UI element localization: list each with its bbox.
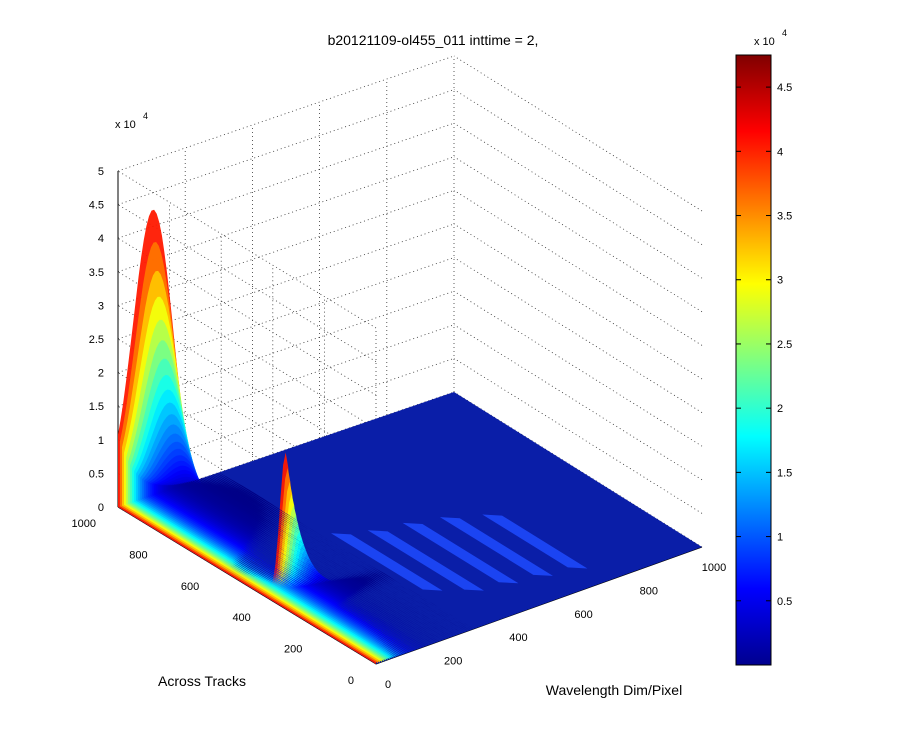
surface	[118, 209, 702, 664]
surface-slice	[188, 481, 445, 640]
surface-ridge-band	[367, 530, 484, 591]
colorbar-tick-label: 4.5	[777, 82, 792, 94]
surface-slice	[218, 472, 474, 629]
grid-line	[453, 257, 703, 413]
surface-slice	[200, 477, 457, 636]
z-tick-label: 2.5	[89, 334, 104, 346]
surface-slice	[206, 476, 463, 634]
x-tick-label: 0	[385, 679, 391, 691]
colorbar	[735, 54, 772, 666]
colorbar-tick-label: 4	[777, 146, 783, 158]
surface-slice	[198, 478, 455, 636]
grid-line	[453, 223, 703, 380]
y-tick-label: 800	[129, 549, 147, 561]
surface-slice	[208, 475, 464, 633]
colorbar-ticks: 0.5 1 1.5 2 2.5 3 3.5 4 4.5	[736, 82, 792, 608]
z-multiplier: x 10	[115, 119, 136, 131]
surface-slice	[190, 480, 447, 639]
surface-slice	[182, 482, 439, 642]
y-tick-label: 400	[232, 612, 250, 624]
y-tick-label: 0	[348, 675, 354, 687]
surface-floor	[118, 392, 702, 664]
x-tick-label: 1000	[702, 562, 726, 574]
z-tick-label: 0	[98, 502, 104, 514]
x-tick-label: 400	[509, 632, 527, 644]
z-tick-label: 5	[98, 166, 104, 178]
y-tick-label: 200	[284, 644, 302, 656]
z-tick-label: 0.5	[89, 468, 104, 480]
grid-line	[117, 89, 455, 205]
z-tick-label: 2	[98, 368, 104, 380]
grid-line	[453, 324, 703, 481]
y-tick-label: 1000	[72, 518, 96, 530]
grid-line	[453, 358, 703, 514]
z-tick-label: 1.5	[89, 401, 104, 413]
x-tick-label: 600	[574, 609, 592, 621]
colorbar-tick-label: 1.5	[777, 467, 792, 479]
x-tick-label: 200	[444, 656, 462, 668]
surface-slice	[192, 480, 449, 638]
surface-slice	[186, 481, 443, 641]
grid-line	[453, 122, 703, 279]
y-tick-label: 600	[181, 581, 199, 593]
surface-ridge-band	[331, 533, 443, 591]
colorbar-tick-label: 2.5	[777, 339, 792, 351]
tick-labels: 00.511.522.533.544.550200400600800100002…	[72, 166, 727, 691]
surface-slice	[212, 474, 468, 631]
x-tick-label: 800	[640, 585, 658, 597]
surface-slice	[194, 479, 451, 638]
colorbar-tick-label: 1	[777, 532, 783, 544]
z-tick-label: 4	[98, 233, 104, 245]
colorbar-tick-label: 3	[777, 275, 783, 287]
z-exponent: 4	[143, 111, 148, 121]
surface-slice	[214, 473, 470, 631]
colorbar-tick-label: 0.5	[777, 596, 792, 608]
z-tick-label: 3.5	[89, 267, 104, 279]
colorbar-exponent: 4	[782, 28, 787, 38]
z-tick-label: 1	[98, 435, 104, 447]
colorbar-tick-label: 2	[777, 403, 783, 415]
surface-slice	[184, 482, 441, 641]
grid-line	[453, 290, 703, 447]
grid-line	[453, 190, 703, 346]
colorbar-multiplier: x 10	[754, 36, 775, 48]
z-tick-label: 3	[98, 300, 104, 312]
surface-ridge-band	[439, 517, 553, 576]
x-axis-label: Wavelength Dim/Pixel	[546, 682, 682, 698]
grid-line	[117, 55, 455, 172]
surface-ridge-band	[482, 514, 588, 569]
grid-line	[117, 122, 455, 239]
surface-slice	[180, 483, 437, 643]
chart-title: b20121109-ol455_011 inttime = 2,	[328, 32, 539, 48]
grid-line	[453, 156, 703, 313]
surface-slice	[202, 477, 459, 635]
surface-slice	[216, 472, 472, 630]
surface-slice	[204, 476, 461, 634]
grid-line	[453, 55, 703, 212]
grid-line	[453, 89, 703, 245]
y-axis-label: Across Tracks	[158, 673, 246, 689]
surface-slice	[196, 479, 453, 637]
colorbar-tick-label: 3.5	[777, 211, 792, 223]
grid-line	[117, 156, 455, 273]
z-tick-label: 4.5	[89, 200, 104, 212]
surface-ridge-band	[402, 522, 519, 584]
surface-slice	[210, 474, 466, 632]
